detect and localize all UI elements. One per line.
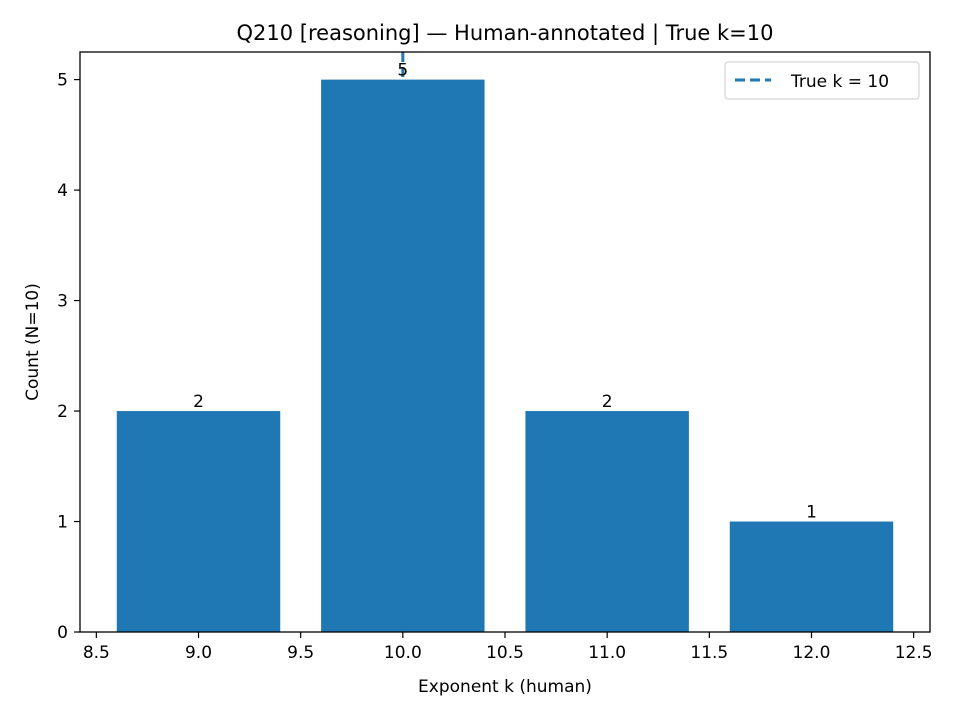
legend-box (724, 61, 920, 100)
x-axis-ticks: 8.5 9.0 9.5 10.0 10.5 11.0 11.5 12.0 12.5 (83, 632, 933, 663)
bar-value-label: 2 (193, 392, 204, 412)
x-tick-label: 11.0 (588, 643, 626, 663)
x-tick-label: 9.0 (185, 643, 212, 663)
y-tick-label: 1 (57, 513, 68, 533)
y-tick-label: 0 (57, 623, 68, 643)
x-tick-label: 12.0 (793, 643, 831, 663)
y-tick-label: 3 (57, 292, 68, 312)
x-tick-label: 12.5 (895, 643, 933, 663)
x-tick-label: 10.5 (486, 643, 524, 663)
bar-9 (116, 411, 281, 632)
bar-11 (525, 411, 689, 632)
y-tick-label: 5 (57, 71, 68, 91)
y-axis-label: Count (N=10) (23, 283, 43, 401)
x-tick-label: 11.5 (690, 643, 728, 663)
x-axis-label: Exponent k (human) (418, 677, 592, 697)
y-tick-label: 4 (57, 181, 68, 201)
bar-value-label: 5 (397, 61, 408, 81)
legend-entry-label: True k = 10 (790, 72, 889, 92)
bars-group (116, 79, 894, 633)
y-axis-ticks: 0 1 2 3 4 5 (57, 71, 80, 643)
bar-labels-group: 2 5 2 1 (193, 61, 817, 523)
bar-value-label: 1 (806, 503, 817, 523)
x-tick-label: 10.0 (384, 643, 422, 663)
bar-12 (729, 521, 894, 632)
bar-value-label: 2 (602, 392, 613, 412)
chart-title: Q210 [reasoning] — Human-annotated | Tru… (237, 21, 774, 46)
legend: True k = 10 (724, 61, 920, 100)
y-tick-label: 2 (57, 402, 68, 422)
x-tick-label: 8.5 (83, 643, 110, 663)
x-tick-label: 9.5 (287, 643, 314, 663)
